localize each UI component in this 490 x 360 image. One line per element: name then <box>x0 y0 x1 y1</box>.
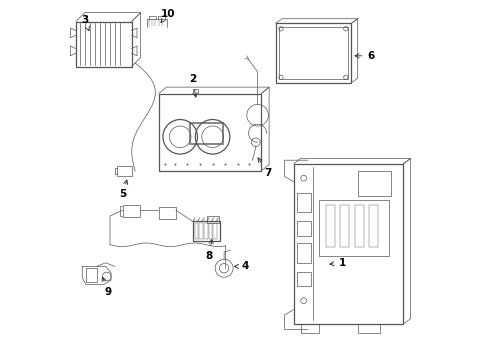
Text: 7: 7 <box>258 158 272 178</box>
Bar <box>159 207 176 219</box>
Text: 10: 10 <box>160 9 175 23</box>
Text: 1: 1 <box>330 258 346 268</box>
Bar <box>297 193 311 212</box>
Bar <box>207 216 219 223</box>
Bar <box>279 27 347 79</box>
Bar <box>319 200 389 256</box>
Text: 3: 3 <box>81 15 89 31</box>
Bar <box>294 164 403 324</box>
Bar <box>213 223 217 239</box>
Bar <box>86 268 97 282</box>
Bar <box>204 223 208 239</box>
Bar <box>193 221 220 241</box>
Bar <box>159 94 261 171</box>
Bar <box>122 205 140 217</box>
Bar <box>190 123 222 143</box>
Text: 4: 4 <box>234 261 249 271</box>
Bar <box>199 223 203 239</box>
Text: 9: 9 <box>102 277 112 297</box>
Text: 6: 6 <box>355 51 375 61</box>
Bar <box>297 221 311 236</box>
Bar <box>275 23 351 83</box>
Bar <box>326 205 335 247</box>
Bar <box>76 22 132 67</box>
Bar <box>189 122 223 144</box>
Bar <box>358 171 391 196</box>
Bar <box>355 205 364 247</box>
Bar <box>369 205 378 247</box>
Bar <box>209 223 212 239</box>
Text: 5: 5 <box>119 180 128 199</box>
Bar <box>195 223 198 239</box>
Bar <box>341 205 349 247</box>
Text: 8: 8 <box>205 239 213 261</box>
Text: 2: 2 <box>189 74 197 97</box>
Bar <box>297 272 311 286</box>
Bar <box>297 243 311 263</box>
Bar <box>117 166 132 176</box>
